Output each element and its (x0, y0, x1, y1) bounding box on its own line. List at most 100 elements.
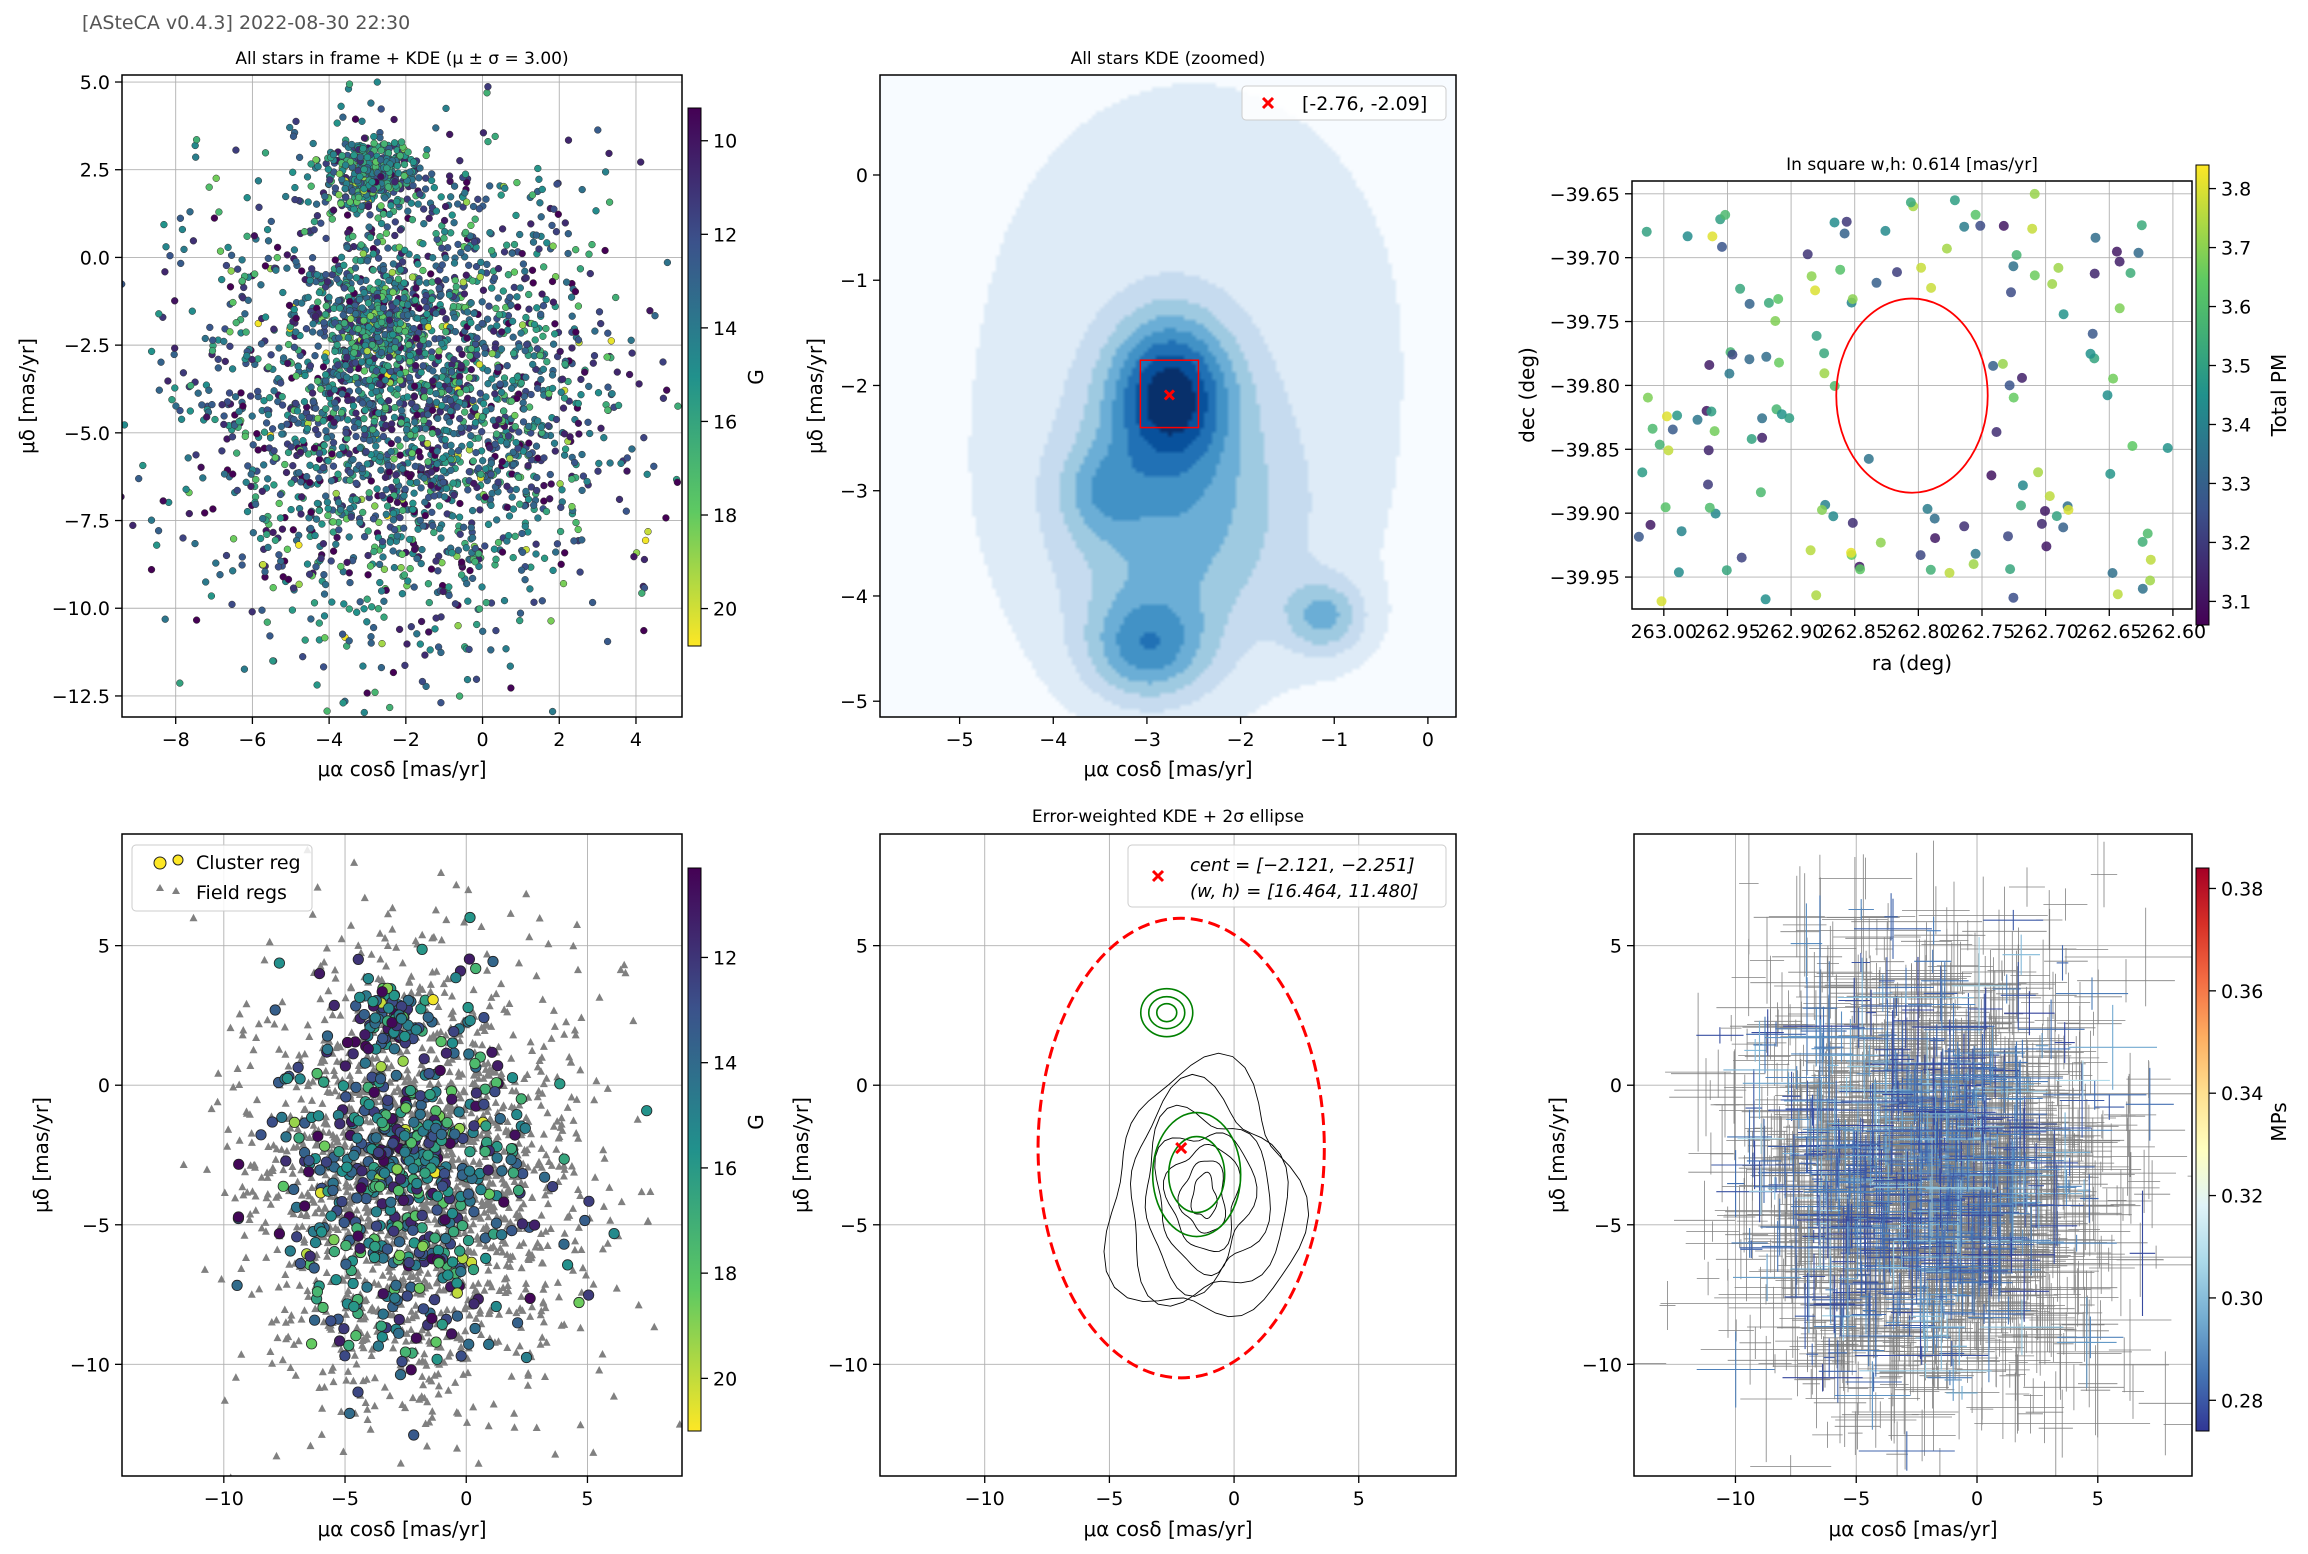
p4-field-point (300, 1049, 309, 1058)
p1-point (461, 408, 469, 416)
p1-point (292, 328, 300, 336)
p3-point (2108, 373, 2119, 384)
p1-point (464, 244, 472, 252)
p1-point (533, 473, 541, 482)
p1-point (212, 174, 220, 182)
p1-point (243, 507, 252, 516)
p4-field-point (538, 1089, 547, 1097)
p1-point (440, 216, 449, 225)
p1-point (517, 566, 526, 574)
p1-point (447, 229, 455, 237)
p1-point (227, 267, 235, 275)
p1-point (374, 214, 382, 222)
p3-point (1968, 559, 1979, 570)
p4-field-point (442, 915, 451, 924)
p4-field-point (574, 1223, 583, 1231)
p1-point (540, 481, 548, 490)
p1-point (524, 462, 532, 470)
p1-point (542, 324, 550, 333)
p4-field-point (366, 1425, 375, 1433)
p1-point (462, 271, 470, 279)
p1-point (380, 613, 388, 621)
p1-point (484, 380, 492, 388)
p1-point (384, 244, 392, 252)
p1-point (205, 183, 213, 191)
p1-point (530, 598, 538, 606)
p1-point (297, 510, 305, 518)
p4-field-point (385, 1267, 394, 1275)
p1-point (606, 459, 614, 467)
p1-point (498, 225, 507, 233)
p1-point (391, 403, 399, 412)
p1-point (584, 418, 592, 426)
p1-point (454, 200, 462, 208)
p1-point (194, 389, 202, 397)
p3-cb-tick-label: 3.3 (2221, 473, 2251, 495)
p1-point (321, 634, 329, 642)
p1-point (461, 189, 469, 197)
p1-point (199, 474, 207, 482)
p1-point (369, 623, 378, 632)
p1-point (385, 353, 393, 361)
p1-point (430, 528, 438, 537)
p1-point (422, 682, 430, 691)
p1-point (314, 342, 322, 350)
p4-field-point (487, 993, 496, 1001)
p1-point (238, 256, 246, 264)
p1-point (561, 445, 570, 453)
p1-point (358, 304, 366, 312)
p4-field-point (318, 1404, 327, 1412)
p4-field-point (577, 1013, 586, 1021)
p4-field-point (544, 1199, 553, 1208)
p1-point (420, 297, 429, 305)
p1-point (396, 319, 405, 327)
p1-point (271, 454, 279, 462)
p1-point (311, 531, 319, 540)
p1-point (263, 618, 271, 626)
p1-point (538, 597, 546, 605)
p1-point (426, 387, 434, 396)
p1-point (508, 317, 517, 325)
p1-point (366, 211, 374, 219)
p1-point (264, 475, 272, 483)
p4-field-point (528, 1046, 537, 1054)
p1-point (374, 254, 383, 262)
p4-field-point (352, 1206, 361, 1214)
p1-point (562, 278, 571, 286)
p1-cb-tick-label: 12 (713, 224, 737, 246)
p1-point (517, 379, 525, 387)
p4-field-point (523, 1070, 532, 1078)
p1-point (446, 130, 454, 139)
p1-point (521, 347, 529, 355)
p1-point (306, 362, 315, 370)
p1-point (564, 230, 572, 238)
p1-point (209, 336, 217, 344)
p4-field-point (617, 1197, 626, 1206)
p1-point (550, 439, 559, 447)
p4-field-point (384, 1263, 393, 1271)
p1-point (313, 499, 322, 508)
p1-point (270, 447, 278, 455)
p1-point (406, 168, 414, 176)
p4-field-point (323, 1238, 332, 1247)
p1-point (247, 482, 255, 491)
p1-point (229, 470, 237, 478)
p3-point (1828, 511, 1839, 522)
p1-point (330, 418, 338, 426)
p4-field-point (542, 1074, 551, 1082)
p1-point (513, 178, 521, 187)
p1-point (530, 320, 539, 329)
p1-point (297, 478, 305, 486)
p1-point (419, 522, 427, 530)
p1-point (364, 571, 372, 579)
p1-point (458, 350, 466, 359)
p1-point (343, 243, 351, 251)
p3-point (1661, 411, 1672, 422)
p3-colorbar-label: Total PM (2267, 354, 2291, 437)
p1-point (640, 626, 648, 635)
p1-point (259, 514, 267, 523)
p4-field-point (507, 1372, 516, 1380)
p3-point (1929, 513, 1940, 524)
p1-point (264, 254, 272, 263)
p1-point (495, 415, 503, 424)
